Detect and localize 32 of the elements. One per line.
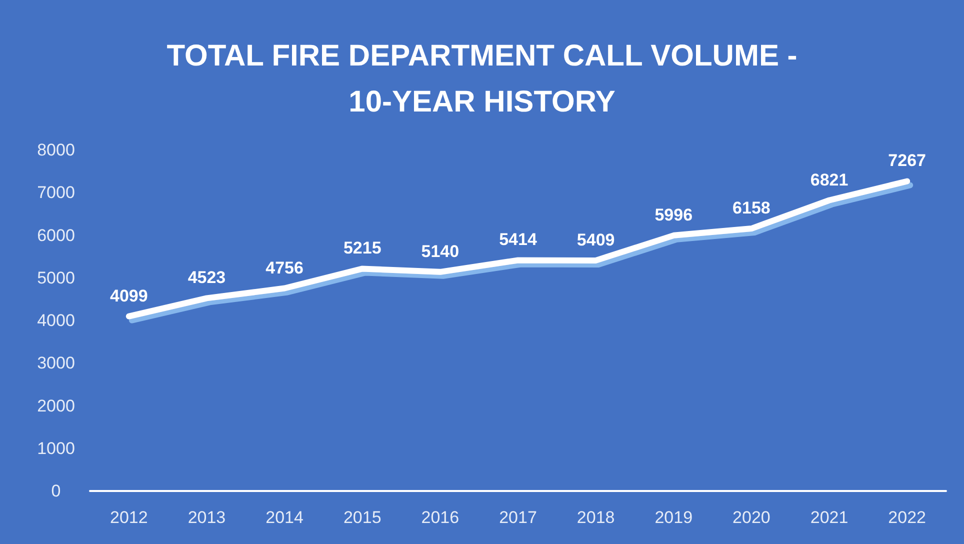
data-label: 4523 (188, 268, 226, 288)
x-tick-label: 2014 (266, 508, 304, 527)
data-label: 6158 (732, 198, 770, 218)
data-label: 4099 (110, 286, 148, 306)
x-tick-label: 2020 (732, 508, 770, 527)
data-label: 5140 (421, 242, 460, 261)
x-tick-label: 2021 (810, 508, 848, 527)
y-tick-label: 2000 (37, 396, 75, 416)
y-tick-label: 5000 (37, 268, 75, 288)
y-tick-label: 6000 (37, 226, 75, 245)
x-tick-label: 2017 (499, 508, 537, 527)
x-tick-label: 2019 (654, 508, 693, 527)
data-label: 5996 (654, 205, 693, 224)
x-tick-label: 2018 (576, 508, 615, 527)
x-tick-label: 2016 (421, 508, 460, 527)
y-tick-label: 3000 (37, 354, 75, 373)
chart-title: TOTAL FIRE DEPARTMENT CALL VOLUME - 10-YEAR HISTORY (166, 40, 798, 118)
y-tick-label: 7000 (37, 183, 75, 202)
data-label: 5414 (499, 230, 538, 250)
y-tick-label: 0 (51, 482, 61, 500)
x-tick-label: 2015 (343, 508, 382, 527)
data-label: 7267 (888, 151, 926, 170)
data-label: 5409 (576, 230, 615, 250)
x-tick-label: 2022 (888, 508, 926, 527)
x-tick-label: 2013 (188, 508, 226, 527)
y-tick-label: 4000 (37, 311, 75, 330)
y-tick-label: 1000 (37, 438, 75, 458)
data-label: 5215 (343, 238, 382, 258)
x-tick-label: 2012 (110, 508, 148, 527)
data-label: 4756 (266, 258, 304, 278)
data-label: 6821 (810, 170, 848, 190)
y-tick-label: 8000 (37, 140, 75, 160)
